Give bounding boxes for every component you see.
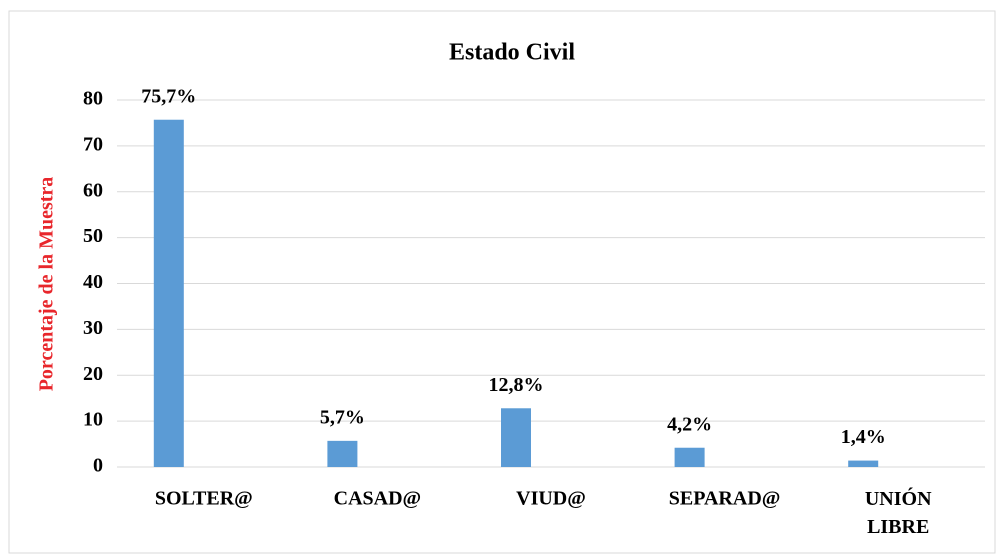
y-tick-label: 50	[83, 225, 103, 247]
data-label: 5,7%	[320, 406, 365, 428]
x-tick-label: UNIÓN LIBRE	[865, 486, 932, 538]
data-label: 4,2%	[667, 413, 712, 435]
x-tick-label: SOLTER@	[155, 488, 253, 510]
y-tick-label: 0	[93, 455, 103, 477]
bar	[848, 460, 879, 467]
bar	[501, 408, 531, 467]
y-tick-label: 20	[83, 363, 103, 385]
y-tick-label: 40	[83, 271, 103, 293]
data-label: 75,7%	[141, 85, 196, 107]
y-axis-label: Porcentaje de la Muestra	[36, 177, 58, 392]
x-tick-label: CASAD@	[334, 488, 422, 510]
y-tick-label: 70	[83, 133, 103, 155]
bar	[153, 119, 184, 467]
data-label: 1,4%	[841, 426, 886, 448]
data-label: 12,8%	[489, 374, 544, 396]
chart-title: Estado Civil	[449, 40, 575, 66]
y-tick-label: 60	[83, 179, 103, 201]
x-tick-label: VIUD@	[516, 488, 586, 510]
bar	[674, 447, 705, 467]
x-tick-label: SEPARAD@	[669, 488, 781, 510]
y-tick-label: 80	[83, 88, 103, 110]
y-tick-label: 10	[83, 409, 103, 431]
bar	[327, 440, 358, 467]
y-tick-label: 30	[83, 317, 103, 339]
